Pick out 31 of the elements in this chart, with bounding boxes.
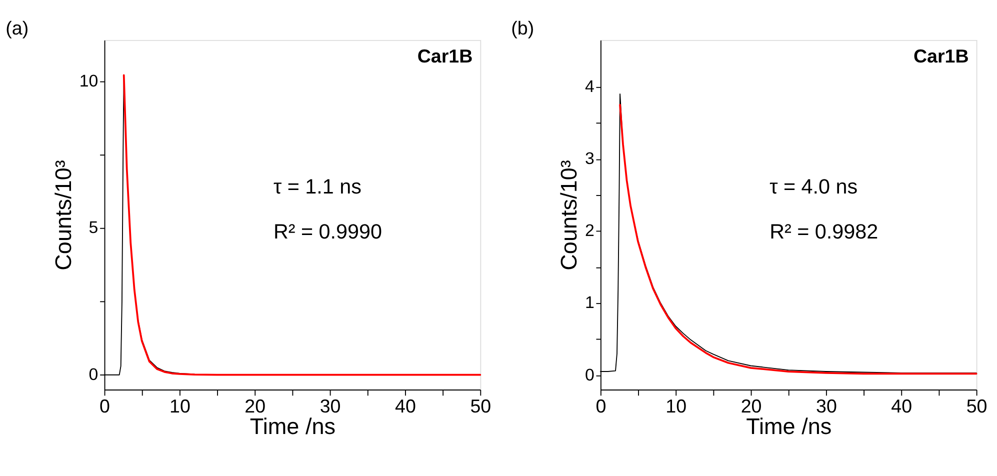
- y-tick-label: 3: [584, 149, 594, 168]
- line-series: [122, 74, 482, 376]
- x-axis-title: Time /ns: [250, 414, 336, 440]
- x-tick-label: 30: [320, 396, 341, 417]
- chart-title: (b): [511, 17, 534, 38]
- x-tick-label: 10: [170, 396, 190, 417]
- y-tick-label: 2: [584, 221, 594, 240]
- y-axis-title: Counts/10³: [556, 160, 582, 270]
- annotation: R² = 0.9990: [273, 220, 382, 244]
- x-tick-label: 30: [816, 396, 837, 417]
- annotation: Car1B: [417, 46, 473, 67]
- y-tick-label: 0: [88, 365, 98, 384]
- y-tick-label: 1: [584, 293, 594, 312]
- y-axis-title: Counts/10³: [50, 160, 76, 270]
- y-tick-label: 0: [584, 365, 594, 384]
- x-tick-label: 40: [395, 396, 416, 417]
- y-tick-label: 4: [584, 76, 594, 96]
- x-axis-title: Time /ns: [746, 414, 832, 440]
- y-tick-label: 10: [79, 71, 98, 90]
- x-tick-label: 10: [666, 396, 687, 417]
- x-tick-label: 20: [244, 396, 266, 417]
- annotation: R² = 0.9982: [770, 220, 878, 244]
- annotation: τ = 4.0 ns: [770, 175, 858, 198]
- x-tick-label: 50: [966, 396, 988, 417]
- x-tick-label: 20: [740, 396, 762, 417]
- x-tick-label: 50: [470, 396, 492, 417]
- y-tick-label: 5: [88, 218, 98, 238]
- chart-title: (a): [6, 17, 29, 38]
- annotation: τ = 1.1 ns: [273, 175, 362, 198]
- x-tick-label: 40: [891, 396, 912, 417]
- annotation: Car1B: [913, 46, 969, 67]
